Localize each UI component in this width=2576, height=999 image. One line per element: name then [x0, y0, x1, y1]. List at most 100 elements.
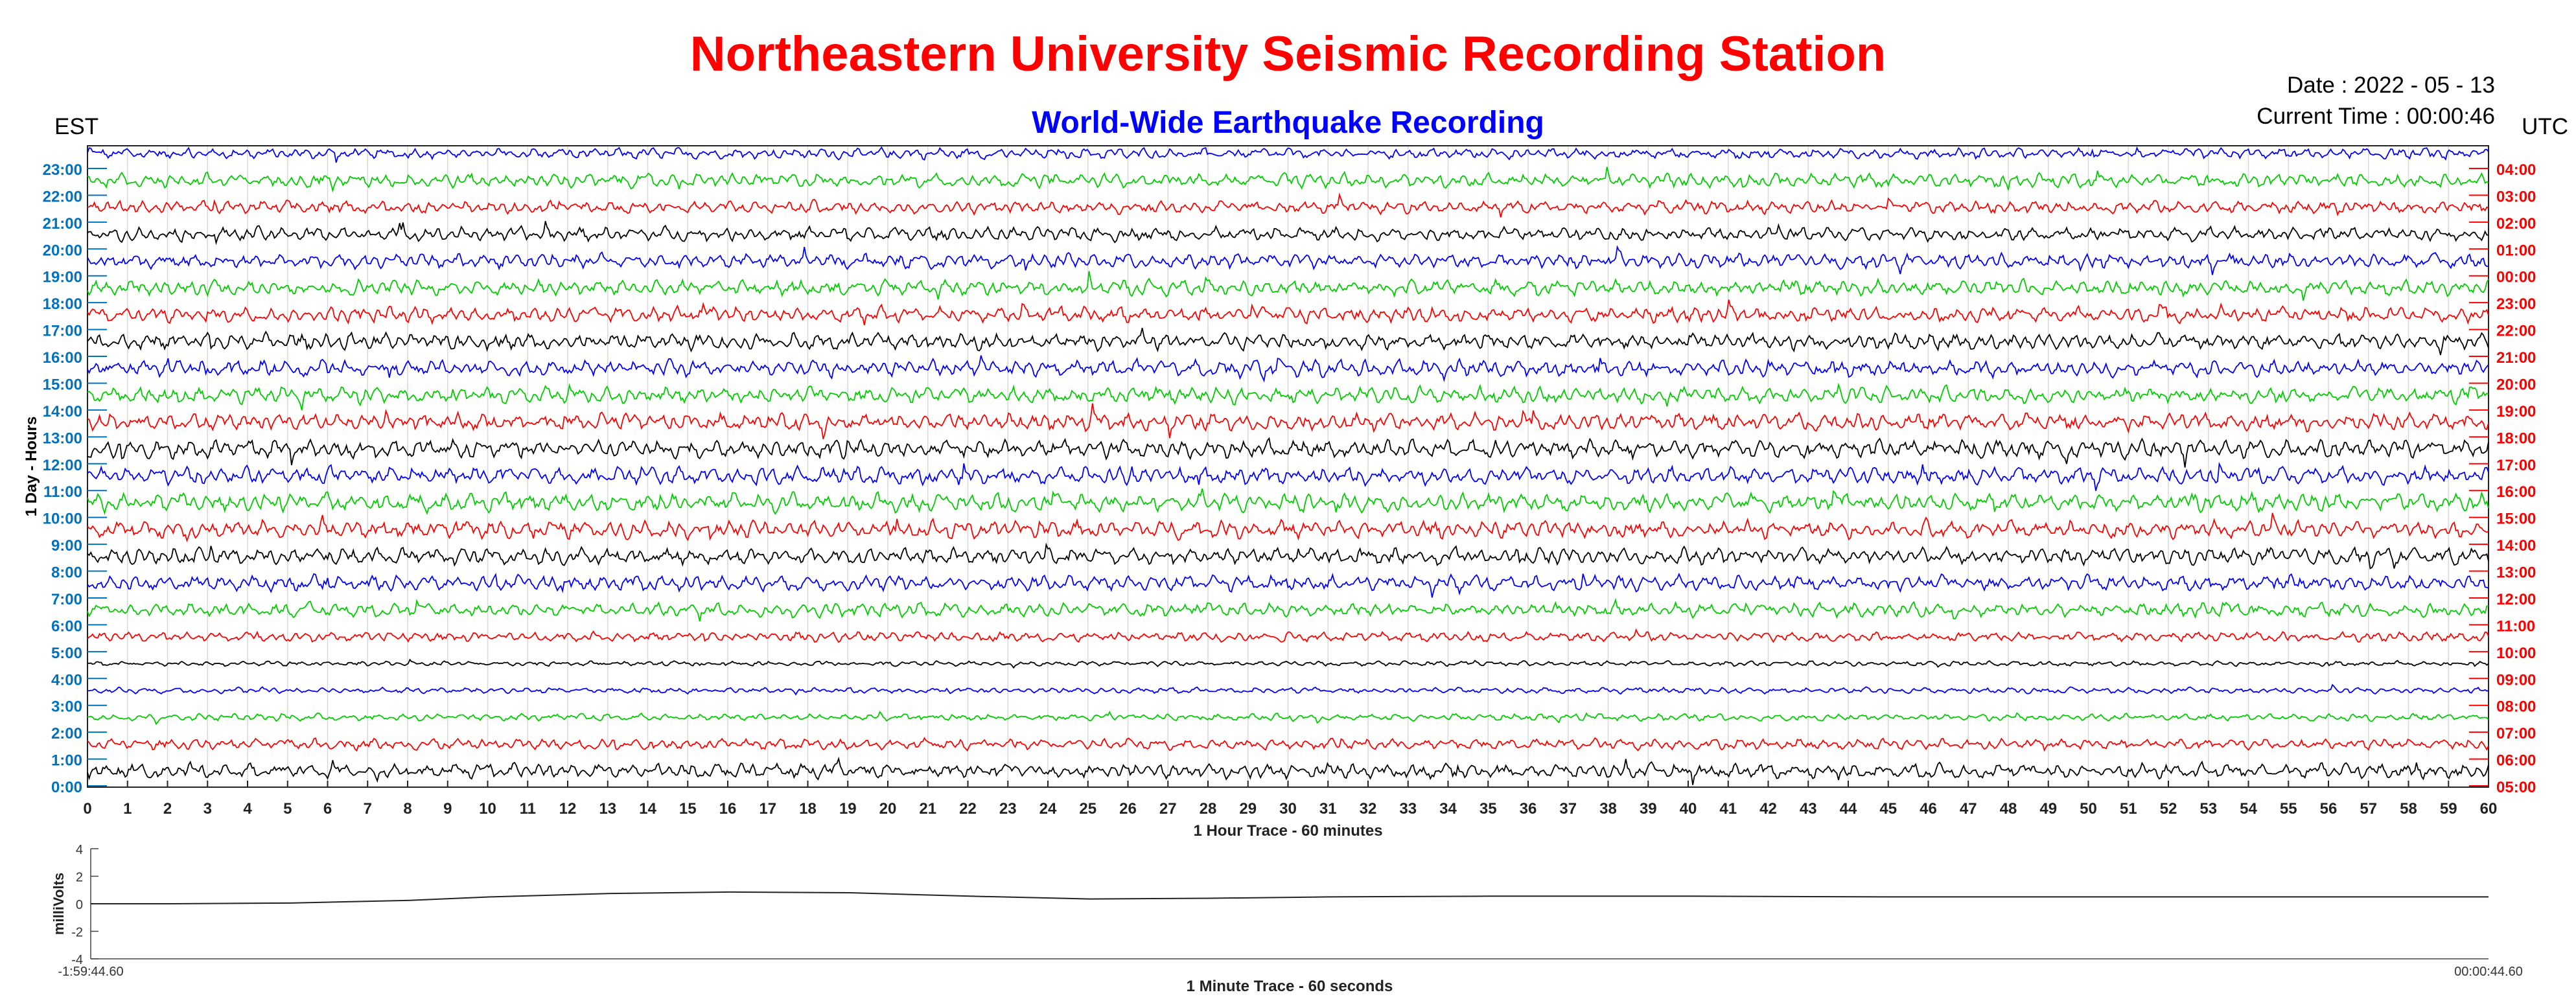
x-tick-label: 19 [839, 800, 857, 818]
utc-tick-label: 16:00 [2496, 483, 2536, 501]
utc-tick-label: 04:00 [2496, 161, 2536, 179]
x-tick-label: 54 [2240, 800, 2257, 818]
x-tick-label: 57 [2360, 800, 2377, 818]
x-tick-label: 46 [1920, 800, 1937, 818]
x-tick-label: 18 [799, 800, 817, 818]
x-tick-label: 56 [2320, 800, 2338, 818]
x-tick-label: 44 [1840, 800, 1857, 818]
utc-tick-label: 10:00 [2496, 645, 2536, 662]
x-tick-label: 30 [1279, 800, 1297, 818]
seismic-trace-6 [87, 299, 2489, 325]
minute-ylabel: milliVolts [51, 873, 67, 935]
x-tick-label: 21 [919, 800, 936, 818]
utc-tick-label: 08:00 [2496, 698, 2536, 716]
x-tick-label: 1 [123, 800, 132, 818]
est-tick-label: 3:00 [51, 698, 82, 716]
x-tick-label: 17 [759, 800, 776, 818]
utc-tick-label: 22:00 [2496, 323, 2536, 340]
utc-tick-label: 05:00 [2496, 779, 2536, 796]
est-tick-label: 13:00 [43, 430, 82, 447]
est-zone-label: EST [54, 114, 99, 139]
minute-y-tick-label: 2 [76, 871, 83, 885]
seismic-trace-16 [87, 572, 2489, 598]
minute-y-tick-label: -2 [71, 926, 83, 940]
utc-tick-label: 11:00 [2496, 617, 2535, 635]
x-tick-label: 8 [403, 800, 412, 818]
seismic-trace-8 [87, 355, 2489, 383]
x-tick-label: 34 [1439, 800, 1457, 818]
x-tick-label: 0 [83, 800, 91, 818]
x-tick-label: 35 [1479, 800, 1497, 818]
est-tick-label: 14:00 [43, 403, 82, 420]
x-tick-label: 10 [479, 800, 496, 818]
seismic-trace-5 [87, 271, 2489, 301]
helicorder-xlabel: 1 Hour Trace - 60 minutes [1193, 822, 1382, 840]
x-tick-label: 58 [2400, 800, 2417, 818]
seismic-trace-10 [87, 403, 2489, 440]
x-tick-label: 42 [1759, 800, 1777, 818]
utc-tick-label: 21:00 [2496, 349, 2536, 367]
x-tick-label: 15 [679, 800, 697, 818]
x-tick-label: 43 [1800, 800, 1817, 818]
x-tick-label: 40 [1680, 800, 1697, 818]
est-tick-label: 20:00 [43, 242, 82, 259]
est-tick-label: 5:00 [51, 645, 82, 662]
utc-tick-label: 03:00 [2496, 188, 2536, 205]
est-tick-label: 11:00 [43, 483, 82, 501]
est-tick-label: 22:00 [43, 188, 82, 205]
x-tick-label: 23 [999, 800, 1017, 818]
x-tick-label: 48 [2000, 800, 2017, 818]
x-tick-label: 28 [1200, 800, 1217, 818]
est-tick-label: 8:00 [51, 564, 82, 582]
seismic-trace-15 [87, 542, 2489, 569]
est-tick-label: 17:00 [43, 323, 82, 340]
est-tick-label: 4:00 [51, 671, 82, 689]
utc-tick-label: 07:00 [2496, 725, 2536, 742]
x-tick-label: 4 [243, 800, 252, 818]
seismic-trace-3 [87, 220, 2489, 246]
utc-tick-label: 20:00 [2496, 376, 2536, 393]
x-tick-label: 39 [1640, 800, 1657, 818]
date-readout: Date : 2022 - 05 - 13 [2286, 73, 2495, 98]
seismic-trace-1 [87, 166, 2489, 193]
x-tick-label: 33 [1399, 800, 1417, 818]
seismic-trace-17 [87, 597, 2489, 622]
utc-tick-label: 06:00 [2496, 752, 2536, 770]
utc-zone-label: UTC [2522, 114, 2568, 139]
x-tick-label: 45 [1879, 800, 1897, 818]
seismic-trace-0 [87, 146, 2489, 163]
x-tick-label: 5 [283, 800, 292, 818]
seismic-trace-7 [87, 327, 2489, 356]
seismic-trace-20 [87, 683, 2489, 696]
minute-trace-line [91, 891, 2489, 904]
x-tick-label: 27 [1159, 800, 1177, 818]
utc-tick-label: 00:00 [2496, 269, 2536, 286]
utc-tick-label: 13:00 [2496, 564, 2536, 582]
utc-tick-label: 17:00 [2496, 457, 2536, 474]
minute-y-tick-label: -4 [71, 953, 83, 967]
minute-xlabel: 1 Minute Trace - 60 seconds [1187, 978, 1393, 995]
helicorder-frame [87, 145, 2489, 788]
x-tick-label: 26 [1119, 800, 1137, 818]
x-tick-label: 50 [2080, 800, 2097, 818]
seismic-trace-13 [87, 488, 2489, 516]
utc-tick-label: 14:00 [2496, 537, 2536, 555]
x-tick-label: 12 [559, 800, 577, 818]
x-tick-label: 16 [719, 800, 737, 818]
est-tick-label: 18:00 [43, 295, 82, 313]
est-tick-label: 12:00 [43, 457, 82, 474]
utc-tick-label: 09:00 [2496, 671, 2536, 689]
est-tick-label: 9:00 [51, 537, 82, 555]
x-tick-label: 14 [639, 800, 656, 818]
minute-x-end-label: 00:00:44.60 [2454, 965, 2523, 979]
est-tick-label: 16:00 [43, 349, 82, 367]
x-tick-label: 59 [2440, 800, 2457, 818]
utc-tick-label: 12:00 [2496, 591, 2536, 608]
seismic-trace-12 [87, 461, 2489, 491]
utc-tick-label: 19:00 [2496, 403, 2536, 420]
x-tick-label: 25 [1079, 800, 1097, 818]
x-tick-label: 29 [1239, 800, 1257, 818]
x-tick-label: 11 [520, 800, 536, 818]
x-tick-label: 47 [1960, 800, 1977, 818]
est-tick-label: 10:00 [43, 511, 82, 528]
